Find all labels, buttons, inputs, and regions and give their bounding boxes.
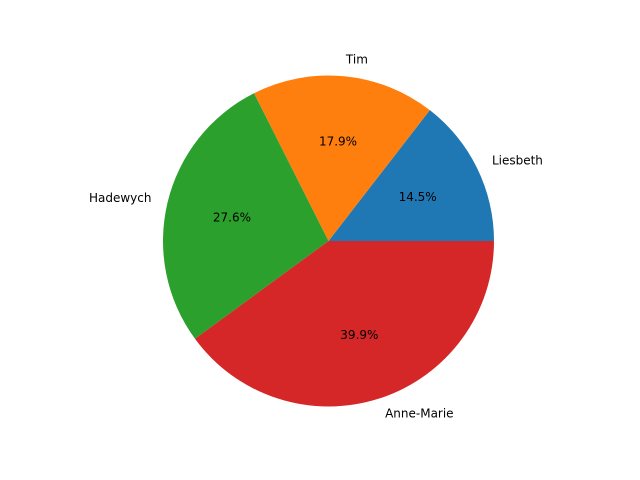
slice-label-anne-marie: Anne-Marie	[385, 407, 454, 421]
pie-slice-liesbeth	[328, 110, 494, 241]
slice-percent-anne-marie: 39.9%	[340, 328, 378, 342]
slice-label-liesbeth: Liesbeth	[492, 153, 543, 167]
pie-slice-hadewych	[163, 93, 329, 339]
slice-percent-hadewych: 27.6%	[213, 210, 251, 224]
pie-slice-tim	[253, 75, 430, 242]
pie-labels: Liesbeth 14.5% Tim 17.9% Hadewych 27.6% Anne-M…	[89, 52, 543, 420]
pie-slices	[163, 75, 494, 407]
slice-percent-liesbeth: 14.5%	[399, 190, 437, 204]
slice-percent-tim: 17.9%	[319, 135, 357, 149]
pie-slice-anne-marie	[194, 241, 494, 407]
slice-label-tim: Tim	[345, 52, 368, 66]
slice-label-hadewych: Hadewych	[89, 191, 152, 205]
